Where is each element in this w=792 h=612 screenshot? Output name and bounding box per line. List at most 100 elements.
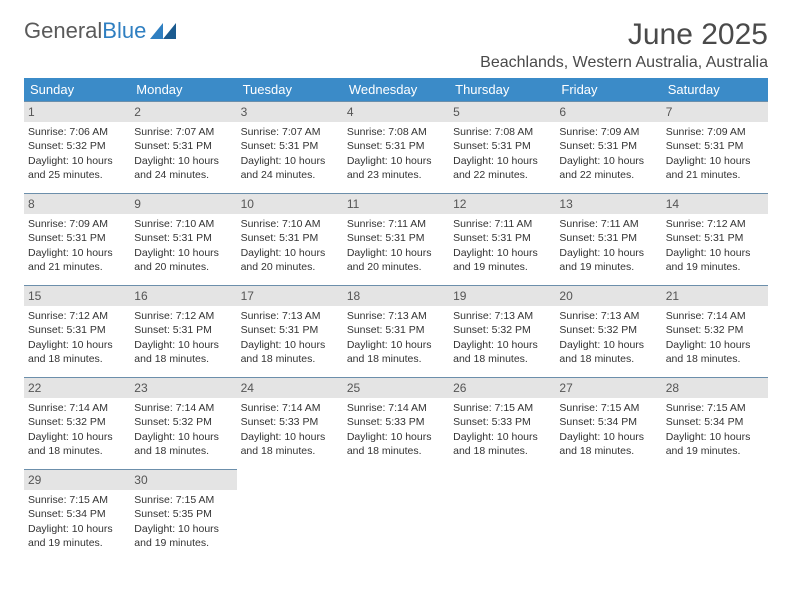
daylight-line: Daylight: 10 hours and 18 minutes. <box>559 338 657 366</box>
weekday-row: Sunday Monday Tuesday Wednesday Thursday… <box>24 78 768 101</box>
day-number: 22 <box>24 377 130 398</box>
day-number: 3 <box>237 101 343 122</box>
weekday-header: Thursday <box>449 78 555 101</box>
sunset-line: Sunset: 5:31 PM <box>347 323 445 337</box>
sunrise-line: Sunrise: 7:14 AM <box>28 401 126 415</box>
day-number: 10 <box>237 193 343 214</box>
day-number: 8 <box>24 193 130 214</box>
daylight-line: Daylight: 10 hours and 19 minutes. <box>666 246 764 274</box>
logo: GeneralBlue <box>24 18 176 44</box>
month-title: June 2025 <box>480 18 768 52</box>
sunrise-line: Sunrise: 7:10 AM <box>134 217 232 231</box>
sunset-line: Sunset: 5:31 PM <box>347 231 445 245</box>
calendar-cell: 10Sunrise: 7:10 AMSunset: 5:31 PMDayligh… <box>237 193 343 285</box>
day-number: 7 <box>662 101 768 122</box>
sunrise-line: Sunrise: 7:09 AM <box>28 217 126 231</box>
daylight-line: Daylight: 10 hours and 18 minutes. <box>453 430 551 458</box>
calendar-row: 8Sunrise: 7:09 AMSunset: 5:31 PMDaylight… <box>24 193 768 285</box>
calendar-cell <box>237 469 343 561</box>
daylight-line: Daylight: 10 hours and 18 minutes. <box>28 338 126 366</box>
daylight-line: Daylight: 10 hours and 18 minutes. <box>453 338 551 366</box>
calendar-cell: 16Sunrise: 7:12 AMSunset: 5:31 PMDayligh… <box>130 285 236 377</box>
calendar-cell: 22Sunrise: 7:14 AMSunset: 5:32 PMDayligh… <box>24 377 130 469</box>
sunset-line: Sunset: 5:31 PM <box>134 231 232 245</box>
sunset-line: Sunset: 5:32 PM <box>134 415 232 429</box>
sunrise-line: Sunrise: 7:08 AM <box>347 125 445 139</box>
calendar-cell: 3Sunrise: 7:07 AMSunset: 5:31 PMDaylight… <box>237 101 343 193</box>
calendar-cell: 24Sunrise: 7:14 AMSunset: 5:33 PMDayligh… <box>237 377 343 469</box>
sunset-line: Sunset: 5:31 PM <box>453 139 551 153</box>
daylight-line: Daylight: 10 hours and 20 minutes. <box>241 246 339 274</box>
day-number: 11 <box>343 193 449 214</box>
calendar-cell: 29Sunrise: 7:15 AMSunset: 5:34 PMDayligh… <box>24 469 130 561</box>
calendar-row: 15Sunrise: 7:12 AMSunset: 5:31 PMDayligh… <box>24 285 768 377</box>
sunrise-line: Sunrise: 7:06 AM <box>28 125 126 139</box>
daylight-line: Daylight: 10 hours and 18 minutes. <box>347 430 445 458</box>
logo-text-1: General <box>24 18 102 44</box>
calendar-cell: 15Sunrise: 7:12 AMSunset: 5:31 PMDayligh… <box>24 285 130 377</box>
daylight-line: Daylight: 10 hours and 23 minutes. <box>347 154 445 182</box>
daylight-line: Daylight: 10 hours and 18 minutes. <box>241 430 339 458</box>
calendar-cell: 2Sunrise: 7:07 AMSunset: 5:31 PMDaylight… <box>130 101 236 193</box>
sunset-line: Sunset: 5:35 PM <box>134 507 232 521</box>
calendar-row: 1 Sunrise: 7:06 AMSunset: 5:32 PM Daylight… <box>24 101 768 193</box>
calendar-cell: 9Sunrise: 7:10 AMSunset: 5:31 PMDaylight… <box>130 193 236 285</box>
sunset-line: Sunset: 5:31 PM <box>666 231 764 245</box>
calendar-cell: 12Sunrise: 7:11 AMSunset: 5:31 PMDayligh… <box>449 193 555 285</box>
daylight-line: Daylight: 10 hours and 18 minutes. <box>559 430 657 458</box>
calendar-cell: 18Sunrise: 7:13 AMSunset: 5:31 PMDayligh… <box>343 285 449 377</box>
sunset-line: Sunset: 5:31 PM <box>559 231 657 245</box>
calendar-cell: 5Sunrise: 7:08 AMSunset: 5:31 PMDaylight… <box>449 101 555 193</box>
daylight-line: Daylight: 10 hours and 19 minutes. <box>134 522 232 550</box>
sunrise-line: Sunrise: 7:13 AM <box>241 309 339 323</box>
daylight-line: Daylight: 10 hours and 21 minutes. <box>666 154 764 182</box>
daylight-line: Daylight: 10 hours and 24 minutes. <box>134 154 232 182</box>
calendar-cell: 11Sunrise: 7:11 AMSunset: 5:31 PMDayligh… <box>343 193 449 285</box>
calendar-cell: 1Sunrise: 7:06 AMSunset: 5:32 PMDaylight… <box>24 101 130 193</box>
calendar-cell: 20Sunrise: 7:13 AMSunset: 5:32 PMDayligh… <box>555 285 661 377</box>
title-block: June 2025 Beachlands, Western Australia,… <box>480 18 768 72</box>
logo-text-2: Blue <box>102 18 146 44</box>
day-number: 23 <box>130 377 236 398</box>
header: GeneralBlue June 2025 Beachlands, Wester… <box>24 18 768 72</box>
weekday-header: Monday <box>130 78 236 101</box>
weekday-header: Wednesday <box>343 78 449 101</box>
day-number: 1 <box>24 101 130 122</box>
sunrise-line: Sunrise: 7:12 AM <box>28 309 126 323</box>
daylight-line: Daylight: 10 hours and 21 minutes. <box>28 246 126 274</box>
day-number: 24 <box>237 377 343 398</box>
sunset-line: Sunset: 5:31 PM <box>134 139 232 153</box>
weekday-header: Sunday <box>24 78 130 101</box>
calendar-cell: 7Sunrise: 7:09 AMSunset: 5:31 PMDaylight… <box>662 101 768 193</box>
logo-icon <box>150 23 176 39</box>
sunset-line: Sunset: 5:34 PM <box>28 507 126 521</box>
sunrise-line: Sunrise: 7:12 AM <box>666 217 764 231</box>
sunrise-line: Sunrise: 7:15 AM <box>453 401 551 415</box>
day-number: 2 <box>130 101 236 122</box>
sunset-line: Sunset: 5:31 PM <box>28 231 126 245</box>
day-number: 6 <box>555 101 661 122</box>
calendar-cell: 30Sunrise: 7:15 AMSunset: 5:35 PMDayligh… <box>130 469 236 561</box>
sunrise-line: Sunrise: 7:14 AM <box>347 401 445 415</box>
calendar-cell: 27Sunrise: 7:15 AMSunset: 5:34 PMDayligh… <box>555 377 661 469</box>
sunrise-line: Sunrise: 7:13 AM <box>347 309 445 323</box>
sunset-line: Sunset: 5:33 PM <box>453 415 551 429</box>
sunrise-line: Sunrise: 7:15 AM <box>666 401 764 415</box>
sunset-line: Sunset: 5:31 PM <box>134 323 232 337</box>
weekday-header: Tuesday <box>237 78 343 101</box>
sunset-line: Sunset: 5:33 PM <box>241 415 339 429</box>
day-number: 28 <box>662 377 768 398</box>
calendar-cell: 28Sunrise: 7:15 AMSunset: 5:34 PMDayligh… <box>662 377 768 469</box>
day-number: 27 <box>555 377 661 398</box>
day-number: 5 <box>449 101 555 122</box>
sunrise-line: Sunrise: 7:15 AM <box>559 401 657 415</box>
sunset-line: Sunset: 5:32 PM <box>28 139 126 153</box>
day-number: 9 <box>130 193 236 214</box>
sunrise-line: Sunrise: 7:09 AM <box>559 125 657 139</box>
calendar-row: 29Sunrise: 7:15 AMSunset: 5:34 PMDayligh… <box>24 469 768 561</box>
sunset-line: Sunset: 5:33 PM <box>347 415 445 429</box>
calendar-cell: 19Sunrise: 7:13 AMSunset: 5:32 PMDayligh… <box>449 285 555 377</box>
daylight-line: Daylight: 10 hours and 22 minutes. <box>559 154 657 182</box>
sunset-line: Sunset: 5:31 PM <box>241 323 339 337</box>
daylight-line: Daylight: 10 hours and 20 minutes. <box>347 246 445 274</box>
